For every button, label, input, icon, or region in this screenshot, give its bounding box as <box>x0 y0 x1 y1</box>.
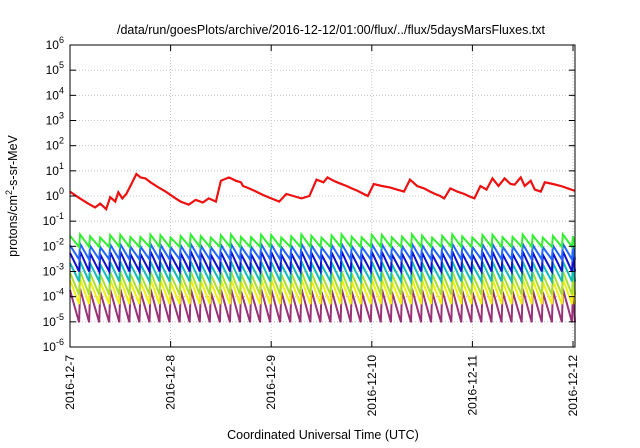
y-tick-label: 10-4 <box>43 287 64 304</box>
y-tick-label: 105 <box>46 60 64 77</box>
sawtooth-series-line <box>69 270 576 296</box>
y-tick-label: 10-3 <box>43 262 64 279</box>
top-series-line <box>69 172 576 212</box>
y-tick-label: 101 <box>46 161 64 178</box>
y-axis: 10-6 10-5 10-4 10-3 10-2 10-1 100 101 102 103 104 1… <box>43 35 575 354</box>
sawtooth-series-line <box>69 248 576 276</box>
y-axis-label: protons/cm2-s-sr-MeV <box>4 134 20 256</box>
x-tick-label: 2016-12-11 <box>465 355 479 416</box>
sawtooth-series-line <box>69 231 576 250</box>
x-tick-label: 2016-12-12 <box>566 355 580 417</box>
y-tick-label: 10-1 <box>43 211 64 228</box>
y-tick-label: 10-2 <box>43 236 64 253</box>
y-tick-label: 10-5 <box>43 312 64 329</box>
y-tick-label: 103 <box>46 111 64 128</box>
series-group <box>69 172 576 323</box>
chart-title: /data/run/goesPlots/archive/2016-12-12/0… <box>117 23 546 37</box>
x-tick-label: 2016-12-10 <box>365 355 379 417</box>
grid <box>70 45 575 347</box>
y-tick-label: 104 <box>46 85 64 102</box>
sawtooth-series-line <box>69 288 576 323</box>
y-tick-label: 106 <box>46 35 64 52</box>
x-tick-label: 2016-12-8 <box>164 355 178 410</box>
y-tick-label: 10-6 <box>43 337 64 354</box>
x-tick-label: 2016-12-9 <box>264 355 278 410</box>
y-tick-label: 102 <box>46 136 64 153</box>
x-axis: 2016-12-7 2016-12-8 2016-12-9 2016-12-10 201… <box>63 45 580 416</box>
y-tick-label: 100 <box>46 186 64 203</box>
sawtooth-series-line <box>69 278 576 305</box>
sawtooth-series-line <box>69 258 576 286</box>
x-tick-label: 2016-12-7 <box>63 355 77 410</box>
sawtooth-series-line <box>69 240 576 263</box>
x-axis-label: Coordinated Universal Time (UTC) <box>227 428 419 442</box>
